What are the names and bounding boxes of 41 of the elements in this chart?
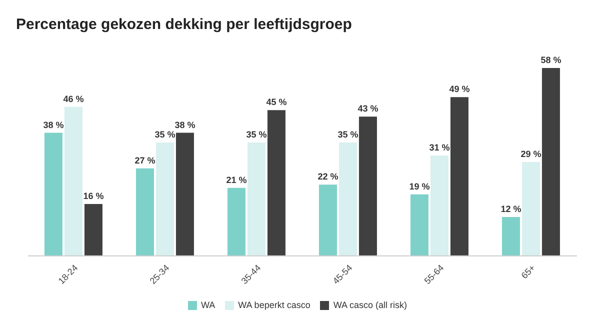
- data-label: 38 %: [43, 120, 64, 130]
- bar: [450, 97, 468, 256]
- data-label: 46 %: [63, 94, 84, 104]
- bar: [318, 184, 337, 256]
- bar: [84, 204, 102, 256]
- bar: [542, 68, 560, 256]
- data-label: 16 %: [83, 191, 104, 202]
- bar: [430, 155, 448, 256]
- bar: [227, 188, 246, 256]
- bar: [156, 142, 174, 256]
- data-label: 58 %: [540, 55, 562, 65]
- data-label: 49 %: [449, 84, 470, 94]
- bar: [44, 132, 62, 256]
- data-label: 31 %: [429, 142, 450, 152]
- data-label: 21 %: [226, 174, 247, 185]
- bar: [64, 106, 82, 256]
- bar: [267, 110, 286, 256]
- bar: [358, 116, 377, 256]
- bar: [522, 162, 540, 256]
- data-label: 12 %: [500, 204, 522, 214]
- legend-label: WA casco (all risk): [333, 300, 408, 310]
- chart-title: Percentage gekozen dekking per leeftijdsgroep: [16, 16, 352, 33]
- bar: [338, 142, 357, 256]
- data-label: 38 %: [174, 120, 196, 130]
- data-label: 35 %: [338, 130, 358, 140]
- data-label: 27 %: [134, 155, 156, 166]
- bar: [136, 168, 154, 256]
- legend-label: WA beperkt casco: [238, 300, 310, 310]
- data-label: 29 %: [520, 148, 542, 159]
- bar: [247, 142, 266, 256]
- bar: [176, 132, 194, 256]
- data-label: 35 %: [246, 130, 267, 140]
- data-label: 19 %: [409, 181, 430, 192]
- data-label: 45 %: [266, 97, 287, 108]
- data-label: 22 %: [318, 172, 338, 182]
- x-tick-label: 65+: [519, 262, 538, 281]
- data-label: 35 %: [154, 130, 176, 140]
- bar: [502, 217, 520, 256]
- legend-label: WA: [200, 300, 216, 310]
- bar: [410, 194, 428, 256]
- data-label: 43 %: [358, 104, 378, 114]
